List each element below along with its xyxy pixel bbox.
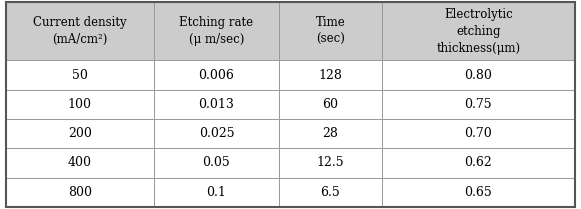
Text: 200: 200 <box>68 127 92 140</box>
Text: 0.80: 0.80 <box>464 69 492 82</box>
Text: 0.70: 0.70 <box>465 127 492 140</box>
Bar <box>6 119 154 148</box>
Text: 800: 800 <box>68 186 92 199</box>
Bar <box>279 60 382 90</box>
Bar <box>154 178 279 207</box>
Text: 60: 60 <box>322 98 338 111</box>
Bar <box>154 60 279 90</box>
Text: 0.006: 0.006 <box>199 69 234 82</box>
Text: 100: 100 <box>68 98 92 111</box>
Bar <box>279 2 382 60</box>
Bar <box>154 90 279 119</box>
Text: 0.62: 0.62 <box>465 157 492 169</box>
Text: Electrolytic
etching
thickness(μm): Electrolytic etching thickness(μm) <box>436 8 521 55</box>
Text: 12.5: 12.5 <box>317 157 344 169</box>
Bar <box>279 178 382 207</box>
Bar <box>154 148 279 178</box>
Text: Time
(sec): Time (sec) <box>315 16 345 46</box>
Bar <box>382 178 575 207</box>
Bar <box>382 60 575 90</box>
Bar <box>279 119 382 148</box>
Bar <box>154 2 279 60</box>
Text: 50: 50 <box>72 69 88 82</box>
Text: 0.1: 0.1 <box>206 186 227 199</box>
Bar <box>6 148 154 178</box>
Bar <box>279 148 382 178</box>
Bar <box>279 90 382 119</box>
Text: 0.05: 0.05 <box>203 157 230 169</box>
Bar <box>382 119 575 148</box>
Bar <box>154 119 279 148</box>
Bar <box>6 178 154 207</box>
Bar <box>6 60 154 90</box>
Bar <box>6 90 154 119</box>
Text: Current density
(mA/cm²): Current density (mA/cm²) <box>33 16 127 46</box>
Bar <box>382 148 575 178</box>
Text: Etching rate
(μ m/sec): Etching rate (μ m/sec) <box>180 16 253 46</box>
Text: 0.025: 0.025 <box>199 127 234 140</box>
Text: 6.5: 6.5 <box>321 186 340 199</box>
Text: 128: 128 <box>318 69 342 82</box>
Bar <box>382 90 575 119</box>
Bar <box>6 2 154 60</box>
Text: 28: 28 <box>322 127 338 140</box>
Text: 0.75: 0.75 <box>465 98 492 111</box>
Text: 400: 400 <box>68 157 92 169</box>
Bar <box>382 2 575 60</box>
Text: 0.65: 0.65 <box>465 186 492 199</box>
Text: 0.013: 0.013 <box>199 98 234 111</box>
